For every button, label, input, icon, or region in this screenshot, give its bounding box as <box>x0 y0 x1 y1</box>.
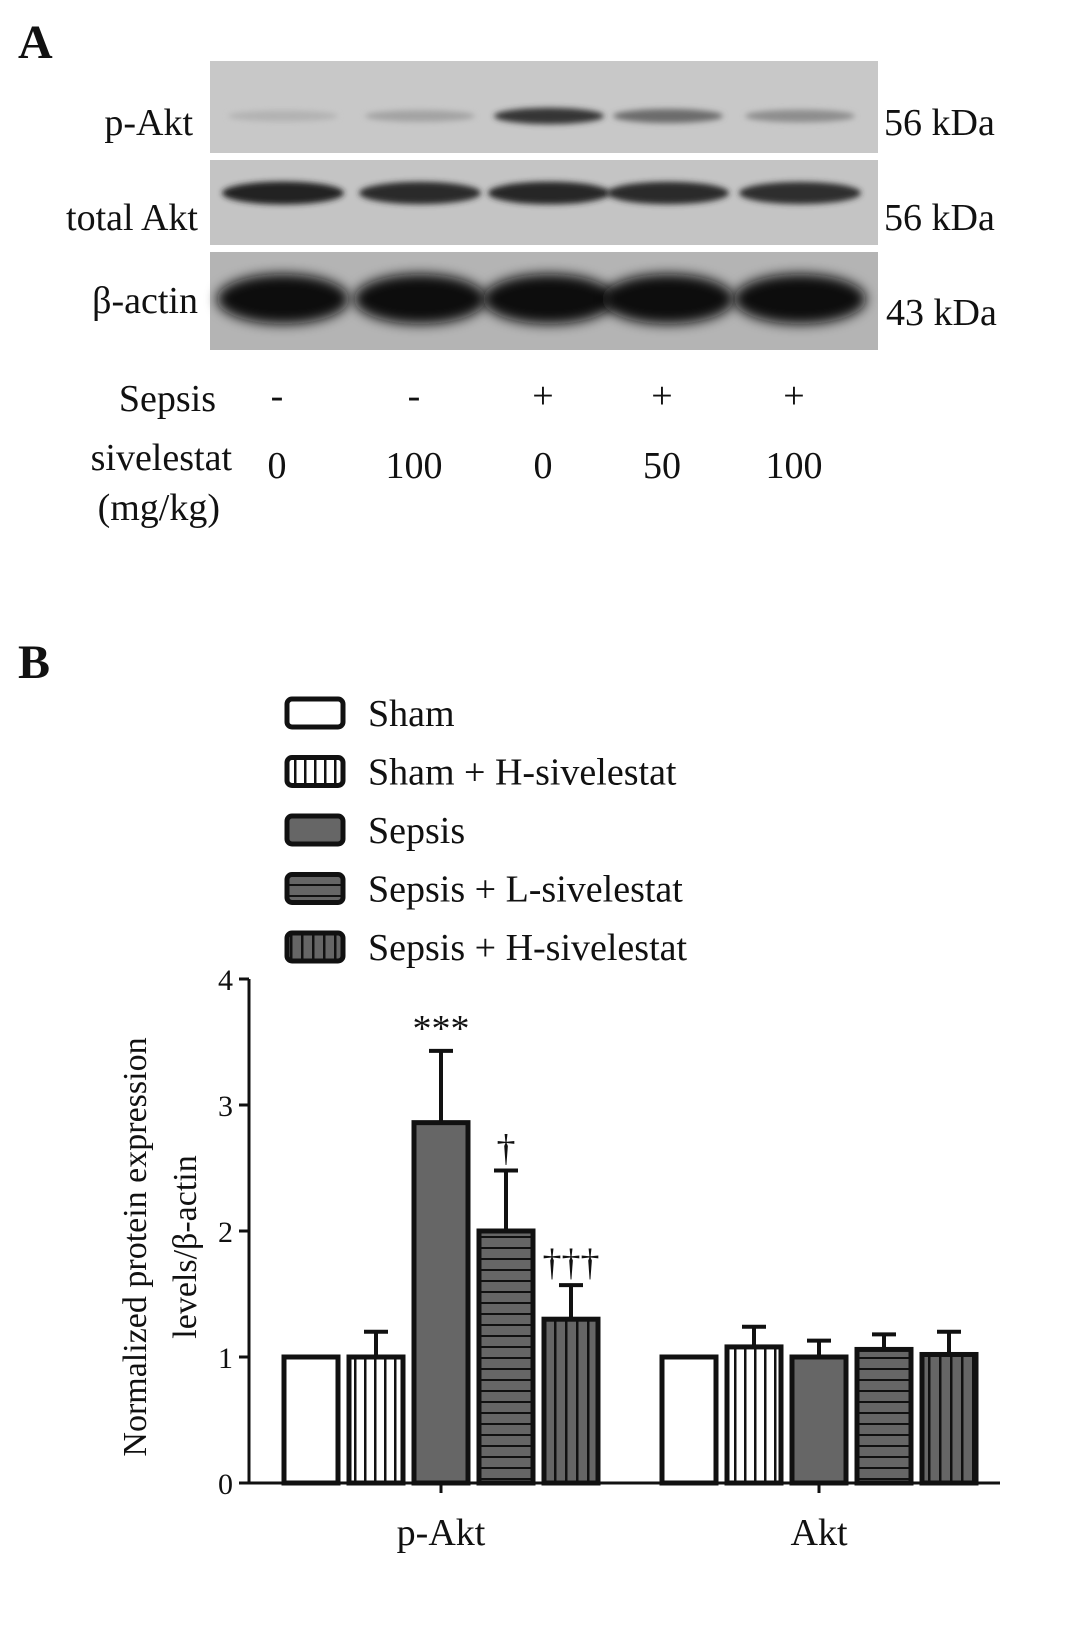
legend-label: Sham <box>368 693 455 735</box>
condition-table: Sepsis - - + + + sivelestat (mg/kg) 0 100 0 50 1… <box>91 375 823 529</box>
significance-label: † <box>497 1128 516 1170</box>
y-axis-title-line2: levels/β-actin <box>167 1155 204 1338</box>
blot-row-beta-actin: β-actin 43 kDa <box>92 252 997 350</box>
blot-kda-beta-actin: 43 kDa <box>886 292 997 334</box>
panel-b-label: B <box>18 636 50 689</box>
blot-band <box>613 109 723 123</box>
blot-row-p-akt: p-Akt 56 kDa <box>104 61 995 153</box>
dose-value: 0 <box>534 445 553 487</box>
legend-label: Sepsis + H-sivelestat <box>368 927 688 969</box>
bar <box>919 1351 979 1486</box>
bar <box>659 1354 719 1486</box>
blot-band <box>734 274 866 324</box>
significance-label: ††† <box>543 1242 600 1284</box>
blot-band <box>365 110 475 122</box>
blot-band <box>483 274 615 324</box>
bar <box>789 1354 849 1486</box>
blot-band <box>222 181 344 205</box>
legend-swatch <box>284 755 346 788</box>
x-tick-label: p-Akt <box>397 1512 486 1554</box>
significance-label: *** <box>413 1008 470 1050</box>
blot-band <box>228 110 338 122</box>
legend-swatch <box>284 930 346 964</box>
legend-label: Sepsis <box>368 810 465 852</box>
y-tick-label: 0 <box>218 1468 233 1501</box>
legend-label: Sepsis + L-sivelestat <box>368 869 683 911</box>
dose-row-label: sivelestat <box>91 437 233 479</box>
legend-swatch <box>284 872 346 905</box>
y-tick-label: 1 <box>218 1342 233 1375</box>
blot-strip-p-akt <box>210 61 878 153</box>
blot-kda-p-akt: 56 kDa <box>884 102 995 144</box>
blot-label-p-akt: p-Akt <box>104 102 193 144</box>
sepsis-value: + <box>532 375 553 417</box>
panel-a-label: A <box>18 16 53 69</box>
blot-band <box>745 109 855 123</box>
blot-band <box>354 274 486 324</box>
sepsis-row-label: Sepsis <box>119 378 216 420</box>
blot-band <box>488 181 610 205</box>
bar <box>476 1228 536 1486</box>
legend-label: Sham + H-sivelestat <box>368 752 677 794</box>
y-tick-label: 4 <box>218 964 233 997</box>
bar <box>346 1354 406 1486</box>
blot-kda-total-akt: 56 kDa <box>884 197 995 239</box>
bar <box>281 1354 341 1486</box>
blot-row-total-akt: total Akt 56 kDa <box>66 160 995 245</box>
y-tick-label: 2 <box>218 1216 233 1249</box>
bar <box>541 1316 601 1486</box>
legend-swatch <box>284 696 346 730</box>
blot-panel: p-Akt 56 kDa total Akt 56 kDa β-actin 43… <box>66 61 997 350</box>
y-axis-title-line1: Normalized protein expression <box>117 1037 154 1456</box>
chart-legend: Sham Sham + H-sivelestat Sepsis Sepsis + L-… <box>284 693 688 969</box>
sepsis-value: - <box>271 375 284 417</box>
blot-band <box>607 181 729 205</box>
dose-value: 0 <box>268 445 287 487</box>
blot-band <box>602 274 734 324</box>
dose-row-unit: (mg/kg) <box>98 487 220 529</box>
blot-label-beta-actin: β-actin <box>92 280 198 322</box>
x-tick-label: Akt <box>791 1512 848 1554</box>
bar <box>411 1120 471 1486</box>
y-axis-title: Normalized protein expression levels/β-a… <box>117 1037 204 1456</box>
bar <box>854 1346 914 1486</box>
blot-band <box>739 181 861 205</box>
bar <box>724 1344 784 1486</box>
dose-value: 100 <box>766 445 823 487</box>
blot-band <box>359 181 481 205</box>
blot-band <box>217 274 349 324</box>
legend-swatch <box>284 813 346 847</box>
blot-label-total-akt: total Akt <box>66 197 198 239</box>
sepsis-value: + <box>783 375 804 417</box>
blot-band <box>494 107 604 125</box>
sepsis-value: - <box>408 375 421 417</box>
dose-value: 100 <box>386 445 443 487</box>
y-tick-label: 3 <box>218 1090 233 1123</box>
sepsis-value: + <box>651 375 672 417</box>
dose-value: 50 <box>643 445 681 487</box>
